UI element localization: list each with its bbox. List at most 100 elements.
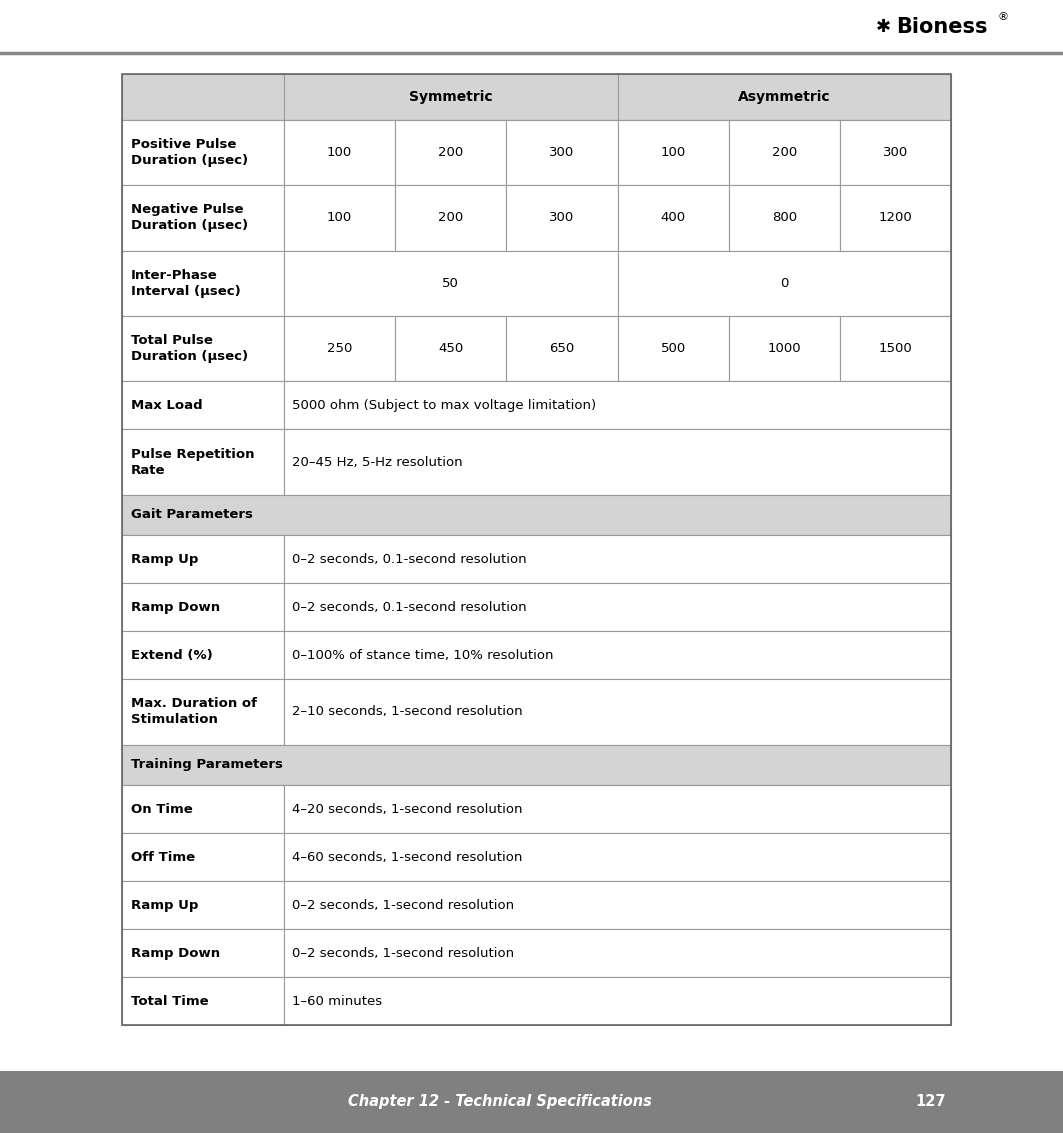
Text: Asymmetric: Asymmetric [738, 90, 831, 104]
Text: Training Parameters: Training Parameters [131, 758, 283, 772]
Text: Off Time: Off Time [131, 851, 195, 863]
Text: 200: 200 [438, 212, 463, 224]
Text: 800: 800 [772, 212, 797, 224]
Bar [0, 1071, 1063, 1133]
Bar [284, 978, 951, 1025]
Bar [122, 535, 284, 583]
Bar [122, 120, 284, 185]
Text: 4–60 seconds, 1-second resolution: 4–60 seconds, 1-second resolution [292, 851, 523, 863]
Text: 300: 300 [550, 146, 575, 159]
Bar [284, 631, 951, 680]
Text: ®: ® [997, 12, 1008, 23]
Text: Max Load: Max Load [131, 399, 202, 411]
Text: 200: 200 [772, 146, 797, 159]
Bar [122, 185, 284, 250]
Text: On Time: On Time [131, 802, 192, 816]
Text: 300: 300 [550, 212, 575, 224]
Bar [122, 583, 284, 631]
Text: 0–2 seconds, 0.1-second resolution: 0–2 seconds, 0.1-second resolution [292, 600, 527, 614]
Text: 0–2 seconds, 1-second resolution: 0–2 seconds, 1-second resolution [292, 898, 514, 912]
Text: 50: 50 [442, 276, 459, 290]
Bar [122, 929, 284, 978]
Text: Max. Duration of
Stimulation: Max. Duration of Stimulation [131, 698, 257, 726]
Text: 0–2 seconds, 0.1-second resolution: 0–2 seconds, 0.1-second resolution [292, 553, 527, 565]
Bar [506, 185, 618, 250]
Bar [122, 881, 284, 929]
Text: Ramp Up: Ramp Up [131, 553, 198, 565]
Bar [618, 120, 729, 185]
Text: Ramp Down: Ramp Down [131, 947, 220, 960]
Text: 1000: 1000 [767, 342, 802, 355]
Text: Inter-Phase
Interval (µsec): Inter-Phase Interval (µsec) [131, 269, 240, 298]
Bar [122, 250, 284, 316]
Bar [122, 680, 284, 744]
Bar [729, 185, 840, 250]
Bar [395, 120, 506, 185]
Text: 0: 0 [780, 276, 789, 290]
Bar [618, 250, 951, 316]
Bar [122, 74, 951, 120]
Bar [729, 316, 840, 382]
Text: 100: 100 [660, 146, 686, 159]
Text: Symmetric: Symmetric [409, 90, 492, 104]
Bar [506, 316, 618, 382]
Bar [122, 631, 284, 680]
Bar [122, 495, 951, 535]
Text: 100: 100 [327, 212, 352, 224]
Text: 1200: 1200 [879, 212, 913, 224]
Bar [284, 583, 951, 631]
Text: Positive Pulse
Duration (µsec): Positive Pulse Duration (µsec) [131, 138, 248, 167]
Text: 450: 450 [438, 342, 463, 355]
Bar [284, 250, 618, 316]
Text: Negative Pulse
Duration (µsec): Negative Pulse Duration (µsec) [131, 203, 248, 232]
Text: 500: 500 [660, 342, 686, 355]
Text: ✱: ✱ [876, 18, 891, 35]
Bar [284, 535, 951, 583]
Bar [284, 881, 951, 929]
Bar [122, 74, 951, 1025]
Text: Chapter 12 - Technical Specifications: Chapter 12 - Technical Specifications [348, 1094, 652, 1109]
Text: 300: 300 [883, 146, 909, 159]
Text: Extend (%): Extend (%) [131, 649, 213, 662]
Bar [729, 120, 840, 185]
Bar [618, 316, 729, 382]
Text: Gait Parameters: Gait Parameters [131, 509, 253, 521]
Bar [122, 978, 284, 1025]
Bar [122, 382, 284, 429]
Bar [284, 929, 951, 978]
Text: 127: 127 [915, 1094, 945, 1109]
Bar [122, 316, 284, 382]
Text: 0–100% of stance time, 10% resolution: 0–100% of stance time, 10% resolution [292, 649, 554, 662]
Bar [122, 833, 284, 881]
Bar [284, 185, 395, 250]
Text: 100: 100 [327, 146, 352, 159]
Text: 0–2 seconds, 1-second resolution: 0–2 seconds, 1-second resolution [292, 947, 514, 960]
Text: 4–20 seconds, 1-second resolution: 4–20 seconds, 1-second resolution [292, 802, 523, 816]
Text: 20–45 Hz, 5-Hz resolution: 20–45 Hz, 5-Hz resolution [292, 455, 463, 469]
Text: Pulse Repetition
Rate: Pulse Repetition Rate [131, 448, 254, 477]
Text: 2–10 seconds, 1-second resolution: 2–10 seconds, 1-second resolution [292, 706, 523, 718]
Text: 1–60 minutes: 1–60 minutes [292, 995, 383, 1008]
Bar [284, 120, 395, 185]
Text: Bioness: Bioness [896, 17, 988, 36]
Bar [395, 185, 506, 250]
Bar [284, 429, 951, 495]
Bar [122, 429, 284, 495]
Text: 1500: 1500 [879, 342, 913, 355]
Text: 250: 250 [326, 342, 352, 355]
Bar [122, 744, 951, 785]
Text: Ramp Up: Ramp Up [131, 898, 198, 912]
Bar [506, 120, 618, 185]
Text: 5000 ohm (Subject to max voltage limitation): 5000 ohm (Subject to max voltage limitat… [292, 399, 596, 411]
Text: Total Pulse
Duration (µsec): Total Pulse Duration (µsec) [131, 334, 248, 363]
Bar [618, 185, 729, 250]
Bar [122, 785, 284, 833]
Bar [840, 120, 951, 185]
Text: Ramp Down: Ramp Down [131, 600, 220, 614]
Bar [840, 316, 951, 382]
Bar [284, 785, 951, 833]
Bar [284, 680, 951, 744]
Bar [395, 316, 506, 382]
Bar [284, 382, 951, 429]
Bar [284, 316, 395, 382]
